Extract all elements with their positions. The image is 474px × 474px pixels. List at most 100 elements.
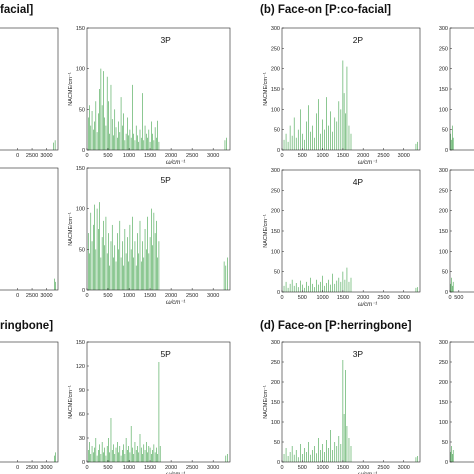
y-axis-label: NACME/cm⁻¹ bbox=[68, 212, 74, 246]
bars-b-right-bottom bbox=[450, 277, 454, 292]
plot-frame bbox=[281, 341, 421, 463]
x-axis-label: ω/cm⁻¹ bbox=[358, 160, 378, 166]
y-tick-label: 300 bbox=[439, 26, 448, 32]
y-tick-label: 300 bbox=[271, 340, 280, 346]
plot-frame bbox=[0, 341, 59, 463]
x-tick-label: 2500 bbox=[377, 465, 389, 471]
bars-a-right-top bbox=[87, 68, 227, 150]
y-tick-label: 250 bbox=[271, 188, 280, 194]
bars-b-right-top bbox=[450, 125, 454, 150]
x-tick-label: 1000 bbox=[123, 465, 135, 471]
y-axis-label: NACME/cm⁻¹ bbox=[263, 385, 269, 419]
y-tick-label: 60 bbox=[79, 412, 85, 418]
x-tick-label: 2500 bbox=[26, 293, 38, 299]
y-tick-label: 0 bbox=[82, 460, 85, 466]
bars-c-right bbox=[87, 362, 228, 462]
y-tick-label: 100 bbox=[439, 249, 448, 255]
x-tick-label: 2500 bbox=[26, 153, 38, 159]
x-tick-label: 0 bbox=[85, 293, 88, 299]
x-tick-label: 0 bbox=[85, 153, 88, 159]
section-title-b: (b) Face-on [P:co-facial] bbox=[260, 4, 391, 16]
x-tick-label: 1500 bbox=[337, 295, 349, 301]
y-tick-label: 100 bbox=[271, 107, 280, 113]
plot-frame bbox=[449, 169, 474, 293]
x-tick-label: 1000 bbox=[123, 293, 135, 299]
y-tick-label: 200 bbox=[271, 380, 280, 386]
x-tick-label: 3000 bbox=[398, 295, 410, 301]
x-tick-label: 1000 bbox=[316, 295, 328, 301]
plot-frame bbox=[0, 27, 59, 151]
x-axis-label: ω/cm⁻¹ bbox=[358, 302, 378, 308]
x-tick-label: 3000 bbox=[207, 293, 219, 299]
y-tick-label: 250 bbox=[439, 46, 448, 52]
x-tick-label: 2500 bbox=[186, 153, 198, 159]
y-tick-label: 150 bbox=[271, 229, 280, 235]
x-tick-label: 500 bbox=[298, 465, 307, 471]
x-axis-label: ω/cm⁻¹ bbox=[166, 300, 186, 306]
panel-label: 5P bbox=[160, 175, 171, 185]
x-tick-label: 500 bbox=[103, 293, 112, 299]
x-tick-label: 1500 bbox=[144, 153, 156, 159]
y-tick-label: 300 bbox=[439, 340, 448, 346]
y-tick-label: 200 bbox=[271, 209, 280, 215]
panel-a-right-top: 0 500 1000 1500 2000 2500 3000 0 50 100 150 NACME/c… bbox=[68, 26, 231, 166]
x-tick-label: 2500 bbox=[377, 153, 389, 159]
x-tick-label: 3000 bbox=[398, 465, 410, 471]
y-tick-label: 50 bbox=[274, 128, 280, 134]
x-tick-label: 1500 bbox=[144, 465, 156, 471]
panel-a-left-top: 0 2500 3000 bbox=[0, 27, 59, 159]
y-tick-label: 150 bbox=[271, 87, 280, 93]
x-tick-label: 2500 bbox=[377, 295, 389, 301]
x-tick-label: 500 bbox=[454, 295, 463, 301]
x-tick-label: 2500 bbox=[186, 465, 198, 471]
section-title-a: facial] bbox=[0, 4, 33, 16]
panel-label: 4P bbox=[353, 177, 364, 187]
y-tick-label: 50 bbox=[79, 107, 85, 113]
x-tick-label: 2000 bbox=[357, 465, 369, 471]
panel-b-right-top: 0 50 100 150 200 250 300 bbox=[439, 26, 474, 154]
y-tick-label: 50 bbox=[274, 270, 280, 276]
panel-label: 3P bbox=[353, 349, 364, 359]
x-axis-label: ω/cm⁻¹ bbox=[166, 160, 186, 166]
y-tick-label: 0 bbox=[277, 148, 280, 154]
x-tick-label: 500 bbox=[298, 153, 307, 159]
panel-a-left-bottom: 0 2500 3000 bbox=[0, 167, 59, 299]
plot-frame bbox=[86, 167, 231, 291]
x-tick-label: 2500 bbox=[26, 465, 38, 471]
panel-a-right-bottom: 0 500 1000 1500 2000 2500 3000 0 50 100 150 NACME/c… bbox=[68, 166, 231, 306]
x-tick-label: 1500 bbox=[337, 153, 349, 159]
bars-d-right bbox=[450, 446, 454, 462]
x-tick-label: 0 bbox=[85, 465, 88, 471]
x-tick-label: 3000 bbox=[398, 153, 410, 159]
y-tick-label: 150 bbox=[439, 229, 448, 235]
panel-c-left: 0 2500 3000 bbox=[0, 341, 59, 471]
x-tick-label: 3000 bbox=[40, 293, 52, 299]
x-tick-label: 2000 bbox=[165, 465, 177, 471]
x-tick-label: 2000 bbox=[165, 293, 177, 299]
y-tick-label: 50 bbox=[442, 270, 448, 276]
x-tick-label: 2000 bbox=[357, 295, 369, 301]
panel-d-left: 0 500 1000 1500 2000 2500 3000 0 50 100 150 200 250 3… bbox=[263, 340, 421, 474]
y-tick-label: 200 bbox=[439, 209, 448, 215]
bars-b-left-top bbox=[283, 60, 418, 150]
y-tick-label: 50 bbox=[442, 128, 448, 134]
y-tick-label: 50 bbox=[442, 440, 448, 446]
y-axis-label: NACME/cm⁻¹ bbox=[68, 72, 74, 106]
y-tick-label: 150 bbox=[76, 166, 85, 172]
x-tick-label: 0 bbox=[16, 293, 19, 299]
plot-frame bbox=[281, 27, 421, 151]
y-tick-label: 100 bbox=[439, 420, 448, 426]
bars-c-left bbox=[54, 452, 56, 462]
panel-label: 5P bbox=[160, 349, 171, 359]
y-axis-label: NACME/cm⁻¹ bbox=[263, 214, 269, 248]
x-tick-label: 2000 bbox=[357, 153, 369, 159]
y-tick-label: 30 bbox=[79, 436, 85, 442]
y-tick-label: 300 bbox=[271, 168, 280, 174]
x-tick-label: 500 bbox=[298, 295, 307, 301]
y-tick-label: 50 bbox=[274, 440, 280, 446]
plot-frame bbox=[449, 27, 474, 151]
bars-a-left-bottom bbox=[54, 278, 56, 290]
y-tick-label: 0 bbox=[445, 148, 448, 154]
bars-a-left-top bbox=[53, 140, 56, 150]
